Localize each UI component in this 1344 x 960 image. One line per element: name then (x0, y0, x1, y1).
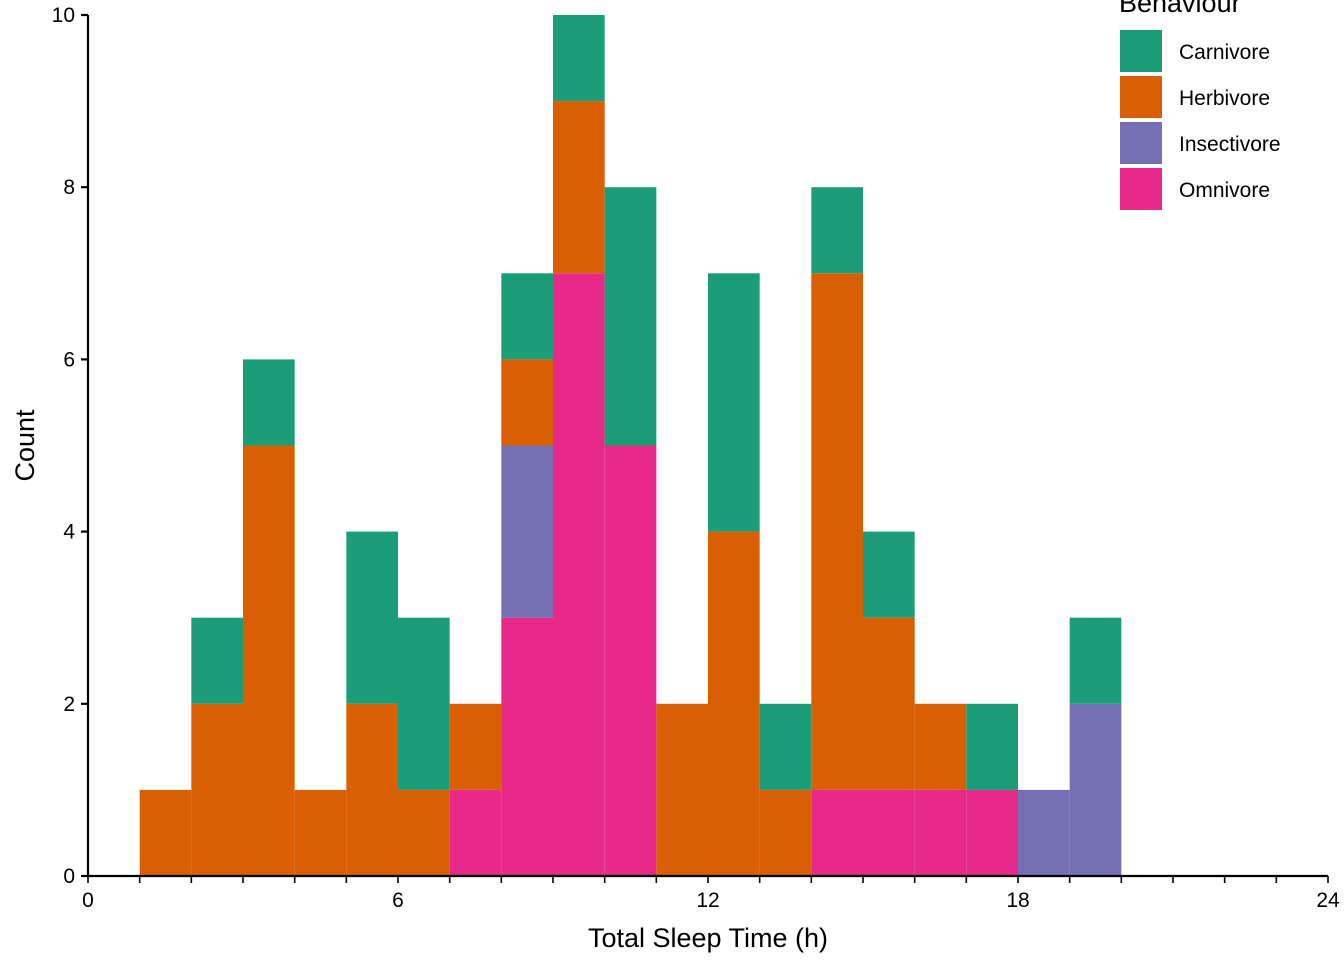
bar-herbivore-bin-1 (139, 789, 192, 876)
bar-herbivore-bin-4 (294, 789, 347, 876)
bar-carnivore-bin-3 (243, 359, 295, 446)
bar-herbivore-bin-8 (501, 359, 553, 446)
legend-label-carnivore: Carnivore (1179, 41, 1270, 64)
bar-herbivore-bin-13 (759, 789, 812, 876)
bar-carnivore-bin-17 (966, 703, 1018, 790)
y-tick-label: 10 (52, 4, 75, 27)
bar-herbivore-bin-12 (708, 531, 760, 876)
legend-swatch-herbivore (1120, 76, 1162, 118)
bar-carnivore-bin-19 (1069, 617, 1122, 704)
bar-carnivore-bin-9 (553, 15, 605, 102)
bar-herbivore-bin-2 (191, 703, 243, 876)
bar-herbivore-bin-16 (914, 703, 967, 790)
bar-herbivore-bin-6 (398, 789, 450, 876)
bar-omnivore-bin-8 (501, 617, 553, 876)
bar-herbivore-bin-14 (811, 273, 863, 790)
bar-omnivore-bin-7 (449, 789, 502, 876)
x-tick-label: 0 (82, 889, 94, 912)
x-tick-label: 6 (392, 889, 404, 912)
y-tick-label: 2 (63, 693, 75, 716)
bar-omnivore-bin-17 (966, 789, 1018, 876)
bar-carnivore-bin-14 (811, 187, 863, 274)
bar-omnivore-bin-15 (863, 789, 915, 876)
bar-herbivore-bin-9 (553, 101, 605, 274)
y-tick-label: 0 (63, 865, 75, 888)
y-tick-label: 6 (63, 348, 75, 371)
y-tick-label: 8 (63, 176, 75, 199)
bar-carnivore-bin-2 (191, 617, 243, 704)
y-axis-title: Count (10, 409, 40, 482)
x-tick-label: 18 (1006, 889, 1029, 912)
bar-carnivore-bin-5 (346, 531, 398, 704)
bar-insectivore-bin-8 (501, 445, 553, 618)
bar-carnivore-bin-13 (759, 703, 812, 790)
bar-insectivore-bin-18 (1018, 789, 1070, 876)
bar-omnivore-bin-14 (811, 789, 863, 876)
bar-herbivore-bin-7 (449, 703, 502, 790)
bar-omnivore-bin-16 (914, 789, 967, 876)
bar-carnivore-bin-6 (398, 617, 450, 790)
bar-carnivore-bin-10 (604, 187, 657, 446)
legend-label-insectivore: Insectivore (1179, 133, 1281, 156)
bar-carnivore-bin-15 (863, 531, 915, 618)
x-tick-label: 24 (1316, 889, 1340, 912)
legend-swatch-insectivore (1120, 122, 1162, 164)
bar-herbivore-bin-3 (243, 445, 295, 876)
bar-omnivore-bin-10 (604, 445, 657, 876)
x-tick-label: 12 (696, 889, 719, 912)
legend-swatch-carnivore (1120, 30, 1162, 72)
bars-layer (139, 15, 1122, 876)
legend-label-herbivore: Herbivore (1179, 87, 1270, 110)
x-axis-title: Total Sleep Time (h) (588, 923, 828, 953)
bar-carnivore-bin-12 (708, 273, 760, 532)
bar-herbivore-bin-15 (863, 617, 915, 790)
bar-carnivore-bin-8 (501, 273, 553, 360)
bar-herbivore-bin-11 (656, 703, 708, 876)
legend-title: Behaviour (1119, 0, 1241, 18)
y-tick-label: 4 (63, 521, 75, 544)
bar-insectivore-bin-19 (1069, 703, 1122, 876)
legend-swatch-omnivore (1120, 168, 1162, 210)
bar-omnivore-bin-9 (553, 273, 605, 876)
legend: Behaviour Carnivore Herbivore Insectivore O… (1119, 0, 1281, 210)
legend-label-omnivore: Omnivore (1179, 179, 1270, 202)
bar-herbivore-bin-5 (346, 703, 398, 876)
